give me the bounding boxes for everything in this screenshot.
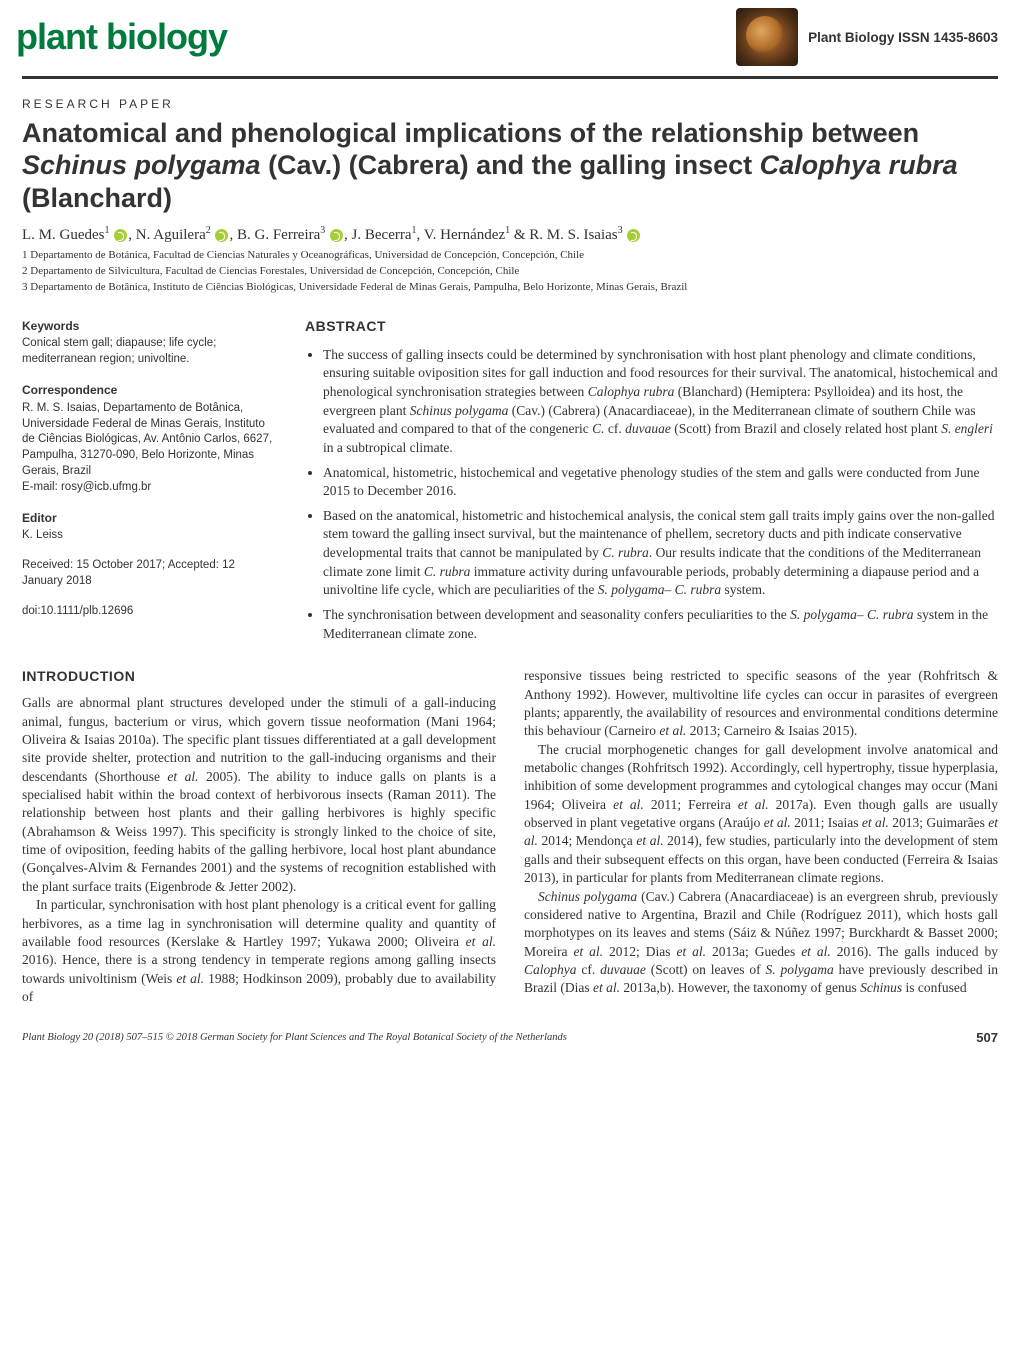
authors-line: L. M. Guedes1 , N. Aguilera2 , B. G. Fer…: [0, 225, 1020, 248]
abstract-list: The success of galling insects could be …: [305, 346, 998, 643]
keywords-heading: Keywords: [22, 318, 277, 335]
affiliations: 1 Departamento de Botánica, Facultad de …: [0, 248, 1020, 300]
article-type: RESEARCH PAPER: [0, 79, 1020, 117]
top-bar: plant biology Plant Biology ISSN 1435-86…: [0, 0, 1020, 70]
top-right: Plant Biology ISSN 1435-8603: [736, 8, 998, 66]
intro-left-column: INTRODUCTION Galls are abnormal plant st…: [22, 667, 496, 1006]
editor-text: K. Leiss: [22, 528, 277, 544]
meta-abstract-row: Keywords Conical stem gall; diapause; li…: [0, 300, 1020, 649]
intro-paragraph: The crucial morphogenetic changes for ga…: [524, 741, 998, 888]
abstract-bullet: The synchronisation between development …: [323, 606, 998, 643]
issn-text: Plant Biology ISSN 1435-8603: [808, 30, 998, 45]
affiliation-line: 1 Departamento de Botánica, Facultad de …: [22, 248, 998, 263]
doi-text: doi:10.1111/plb.12696: [22, 604, 277, 620]
orcid-icon: [330, 229, 343, 242]
society-badge-icon: [736, 8, 798, 66]
orcid-icon: [114, 229, 127, 242]
received-text: Received: 15 October 2017; Accepted: 12 …: [22, 558, 277, 590]
copyright-text: Plant Biology 20 (2018) 507–515 © 2018 G…: [22, 1032, 567, 1043]
page-footer: Plant Biology 20 (2018) 507–515 © 2018 G…: [0, 1006, 1020, 1057]
sidebar-meta: Keywords Conical stem gall; diapause; li…: [22, 318, 277, 649]
article-title: Anatomical and phenological implications…: [0, 117, 1020, 226]
intro-paragraph: responsive tissues being restricted to s…: [524, 667, 998, 740]
affiliation-line: 2 Departamento de Silvicultura, Facultad…: [22, 264, 998, 279]
abstract-bullet: The success of galling insects could be …: [323, 346, 998, 458]
abstract-bullet: Based on the anatomical, histometric and…: [323, 507, 998, 600]
page-number: 507: [976, 1030, 998, 1045]
abstract-section: ABSTRACT The success of galling insects …: [305, 318, 998, 649]
orcid-icon: [627, 229, 640, 242]
intro-paragraph: Galls are abnormal plant structures deve…: [22, 694, 496, 896]
correspondence-heading: Correspondence: [22, 382, 277, 399]
editor-heading: Editor: [22, 510, 277, 527]
intro-section: INTRODUCTION Galls are abnormal plant st…: [0, 649, 1020, 1006]
orcid-icon: [215, 229, 228, 242]
journal-logo: plant biology: [16, 16, 227, 58]
abstract-bullet: Anatomical, histometric, histochemical a…: [323, 464, 998, 501]
correspondence-text: R. M. S. Isaias, Departamento de Botânic…: [22, 401, 277, 480]
correspondence-email: E-mail: rosy@icb.ufmg.br: [22, 480, 277, 496]
affiliation-line: 3 Departamento de Botânica, Instituto de…: [22, 280, 998, 295]
intro-paragraph: Schinus polygama (Cav.) Cabrera (Anacard…: [524, 888, 998, 998]
intro-right-column: responsive tissues being restricted to s…: [524, 667, 998, 1006]
keywords-text: Conical stem gall; diapause; life cycle;…: [22, 336, 277, 368]
intro-heading: INTRODUCTION: [22, 667, 496, 686]
intro-paragraph: In particular, synchronisation with host…: [22, 896, 496, 1006]
abstract-heading: ABSTRACT: [305, 318, 998, 334]
